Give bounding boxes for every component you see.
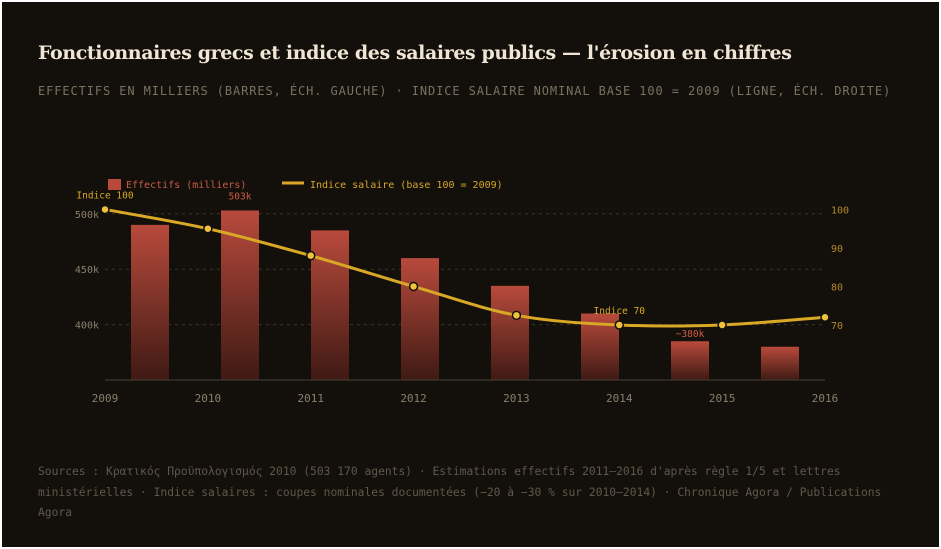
index-point [820,312,830,322]
chart-title: Fonctionnaires grecs et indice des salai… [38,42,792,64]
chart-subtitle: EFFECTIFS EN MILLIERS (BARRES, ÉCH. GAUC… [38,84,892,98]
index-point [305,250,316,261]
index-point [100,204,110,215]
legend-swatch-bars [108,179,121,190]
annotation-label: Indice 100 [76,190,133,201]
bar [401,258,439,380]
bar-layer [131,210,799,380]
index-point [717,320,727,330]
index-point [614,320,625,330]
index-point [203,223,213,234]
bar [761,346,799,380]
index-point [511,310,522,321]
y-left-tick-label: 500k [75,210,99,221]
bar [311,230,349,380]
y-left-tick-label: 450k [75,265,99,276]
y-left-tick-label: 400k [75,321,99,332]
legend-label-line: Indice salaire (base 100 = 2009) [310,180,503,191]
y-right-tick-label: 70 [831,321,843,332]
x-tick-label: 2015 [709,392,736,405]
annotation-label: Indice 70 [594,306,646,317]
x-tick-label: 2014 [606,392,633,405]
x-tick-label: 2009 [92,392,119,405]
index-line [103,207,827,328]
x-tick-label: 2010 [195,392,222,405]
x-tick-label: 2012 [400,392,427,405]
bar [491,285,529,380]
annotation-label: 503k [229,191,252,202]
chart-source: Sources : Κρατικός Προϋπολογισμός 2010 (… [38,465,882,519]
y-right-tick-label: 80 [831,282,843,293]
index-point [408,281,419,292]
bar [131,224,169,380]
y-right-tick-label: 90 [831,244,843,255]
x-tick-label: 2011 [297,392,324,405]
legend-label-bars: Effectifs (milliers) [126,180,246,191]
line-layer [100,204,830,330]
annotation-label: ~380k [676,329,705,340]
axis-layer: 400k 450k 500k 70 80 90 100 2009 2010 2011 2012 201… [75,205,849,405]
y-right-tick-label: 100 [831,205,849,216]
x-tick-label: 2013 [503,392,530,405]
bar [671,341,709,380]
legend: Effectifs (milliers) Indice salaire (base… [108,179,503,191]
x-tick-label: 2016 [812,392,839,405]
annotation-layer: Indice 100 503k Indice 70 ~380k [76,190,704,340]
